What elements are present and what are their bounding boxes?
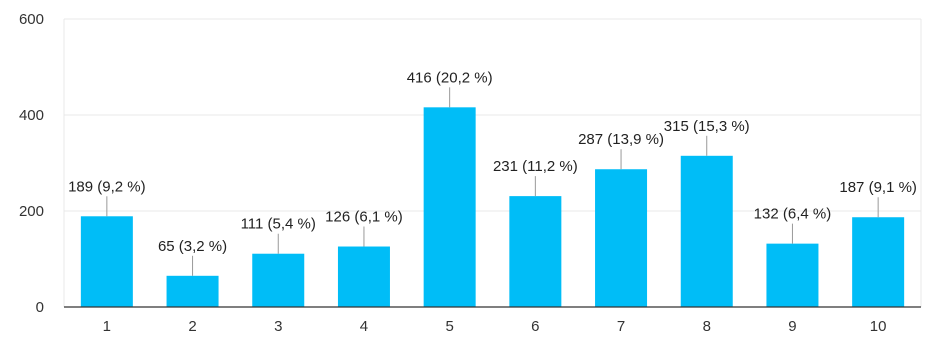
x-tick-label: 2	[188, 318, 196, 335]
bar	[509, 196, 562, 307]
data-labels: 189 (9,2 %) 65 (3,2 %) 111 (5,4 %) 126 (…	[68, 69, 917, 254]
x-tick-label: 10	[870, 318, 887, 335]
y-tick-label: 0	[36, 299, 44, 316]
x-axis: 1 2 3 4 5 6 7 8 9 10	[103, 318, 887, 335]
bar	[595, 169, 648, 307]
bar	[166, 275, 219, 307]
x-tick-label: 5	[445, 318, 453, 335]
x-tick-label: 7	[617, 318, 625, 335]
data-label: 187 (9,1 %)	[839, 179, 917, 196]
data-label: 126 (6,1 %)	[325, 209, 403, 226]
bars	[80, 107, 905, 307]
bar	[852, 217, 905, 307]
y-tick-label: 600	[19, 11, 44, 28]
data-label: 111 (5,4 %)	[241, 216, 316, 233]
data-label: 416 (20,2 %)	[407, 69, 493, 86]
x-tick-label: 8	[703, 318, 711, 335]
data-label: 65 (3,2 %)	[158, 238, 227, 255]
data-label: 189 (9,2 %)	[68, 178, 146, 195]
x-tick-label: 9	[788, 318, 796, 335]
data-label: 231 (11,2 %)	[493, 158, 578, 175]
bar	[766, 243, 819, 307]
data-label: 132 (6,4 %)	[754, 206, 832, 223]
data-label: 287 (13,9 %)	[578, 131, 664, 148]
y-tick-label: 200	[19, 203, 44, 220]
y-tick-label: 400	[19, 107, 44, 124]
bar	[337, 246, 390, 307]
bar	[680, 155, 733, 307]
bar	[252, 253, 305, 307]
bar	[423, 107, 476, 307]
y-axis: 0 200 400 600	[19, 11, 44, 316]
x-tick-label: 6	[531, 318, 539, 335]
data-label: 315 (15,3 %)	[664, 118, 750, 135]
x-tick-label: 1	[103, 318, 111, 335]
grid-lines	[63, 18, 922, 307]
bar	[80, 216, 133, 307]
x-tick-label: 3	[274, 318, 282, 335]
x-tick-label: 4	[360, 318, 368, 335]
label-leaders	[106, 87, 879, 276]
